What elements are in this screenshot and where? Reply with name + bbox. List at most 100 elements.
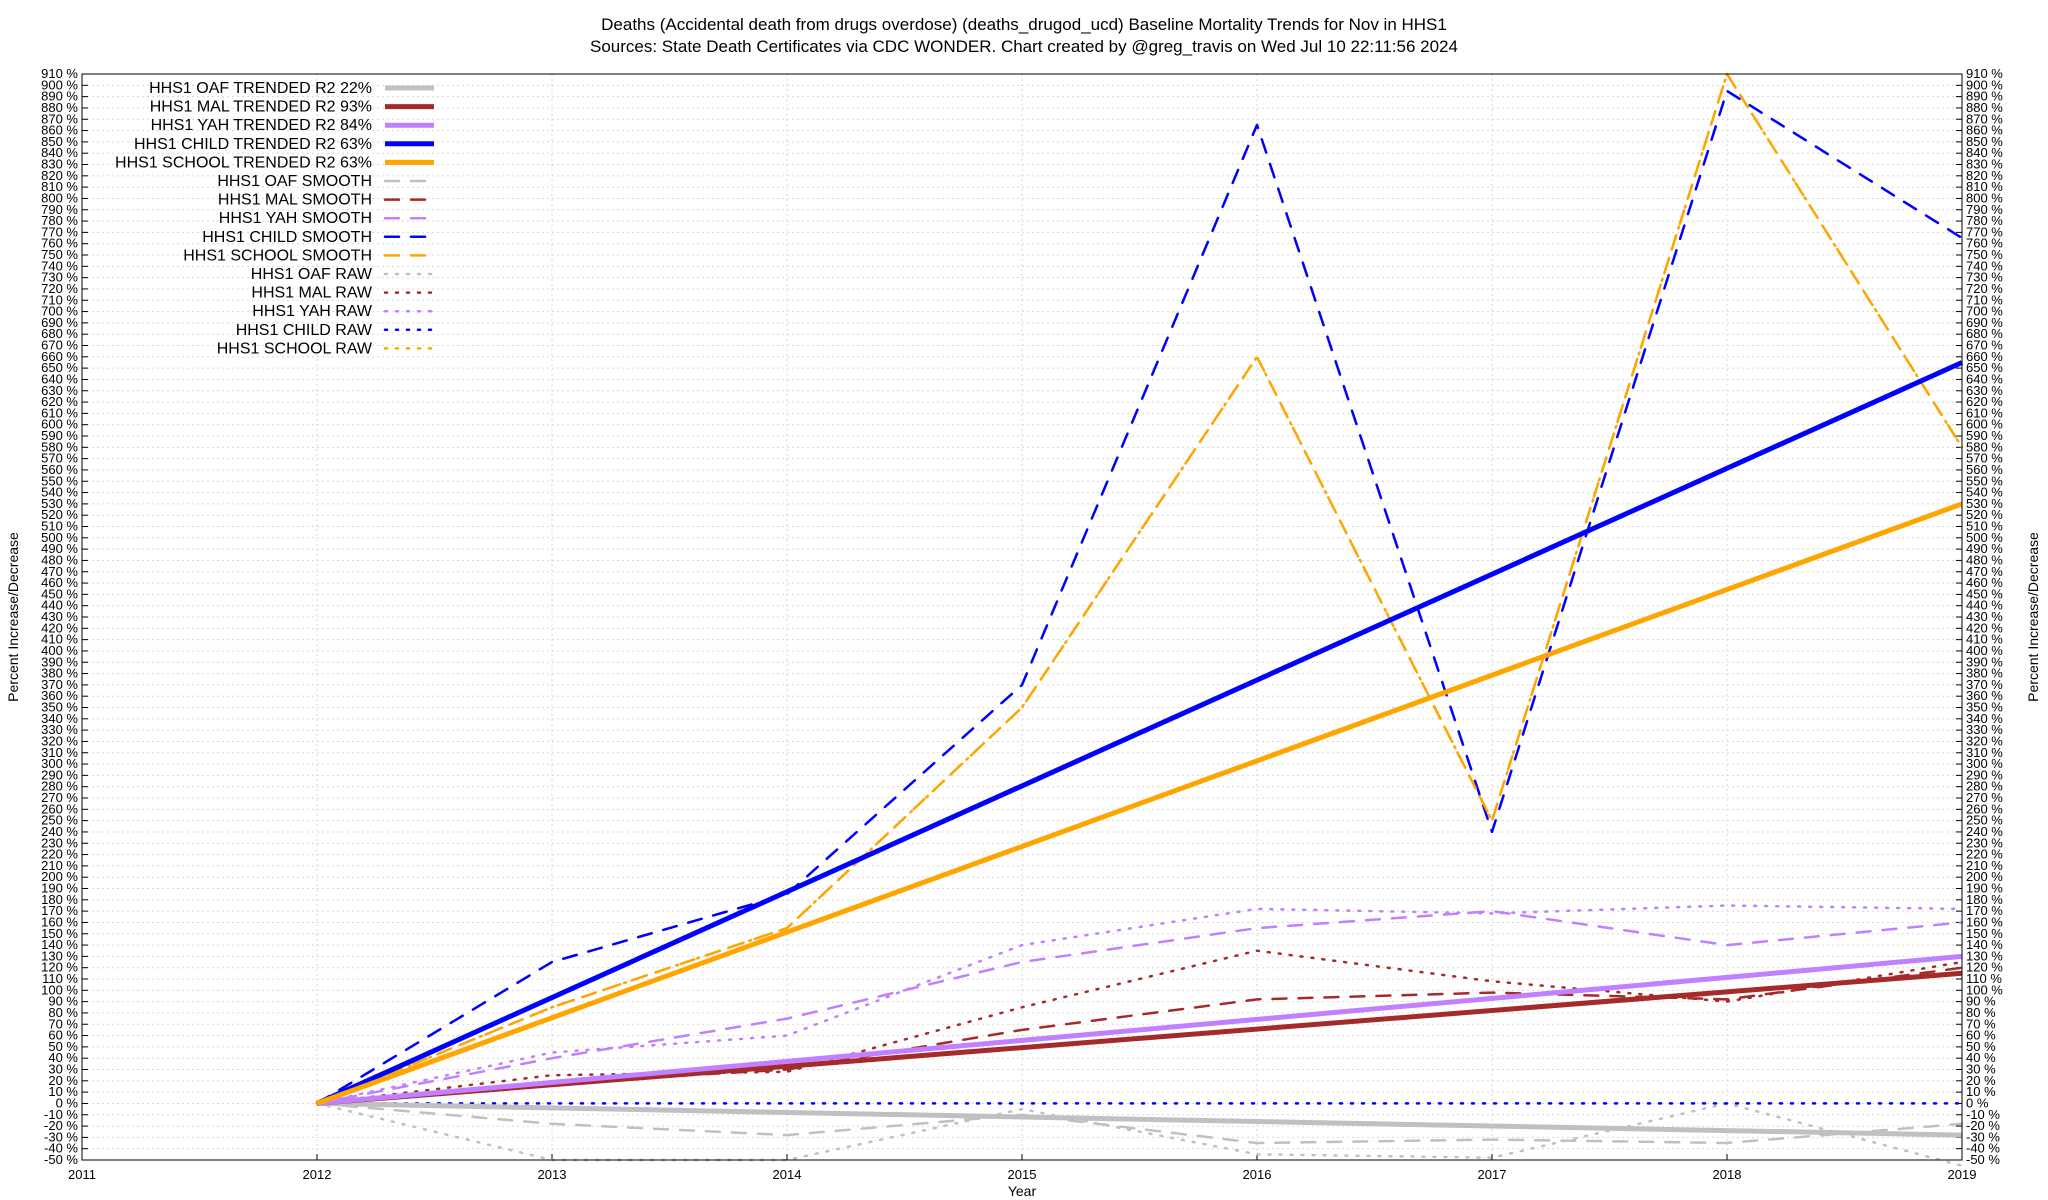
y-tick-label-right: 810 % xyxy=(1966,179,2003,194)
y-tick-label-right: 250 % xyxy=(1966,813,2003,828)
y-tick-label-right: 640 % xyxy=(1966,371,2003,386)
y-tick-label-left: 270 % xyxy=(41,790,78,805)
y-tick-label-left: 870 % xyxy=(41,111,78,126)
y-tick-label-right: 120 % xyxy=(1966,960,2003,975)
legend-label-hhs1-oaf-raw: HHS1 OAF RAW xyxy=(251,266,373,283)
y-tick-label-left: 520 % xyxy=(41,507,78,522)
y-tick-label-left: 650 % xyxy=(41,360,78,375)
series-line-hhs1-yah-trended-r2 xyxy=(316,953,1963,1106)
y-tick-label-left: 70 % xyxy=(48,1016,78,1031)
y-tick-label-right: 570 % xyxy=(1966,451,2003,466)
y-tick-label-left: 900 % xyxy=(41,77,78,92)
legend-label-hhs1-child-raw: HHS1 CHILD RAW xyxy=(236,322,373,339)
y-tick-label-left: 300 % xyxy=(41,756,78,771)
y-tick-label-right: 440 % xyxy=(1966,598,2003,613)
y-tick-label-right: 260 % xyxy=(1966,801,2003,816)
y-tick-label-left: 120 % xyxy=(41,960,78,975)
y-tick-label-right: 680 % xyxy=(1966,326,2003,341)
y-tick-label-left: 460 % xyxy=(41,575,78,590)
y-tick-label-right: 70 % xyxy=(1966,1016,1996,1031)
y-tick-label-right: 20 % xyxy=(1966,1073,1996,1088)
y-tick-label-right: 510 % xyxy=(1966,519,2003,534)
y-tick-label-right: 420 % xyxy=(1966,620,2003,635)
y-axis-label-right: Percent Increase/Decrease xyxy=(2025,532,2041,702)
y-tick-label-right: 480 % xyxy=(1966,552,2003,567)
y-tick-label-left: 730 % xyxy=(41,270,78,285)
legend-label-hhs1-oaf-trended-r2: HHS1 OAF TRENDED R2 22% xyxy=(149,80,372,97)
series-line-hhs1-yah-smooth xyxy=(315,909,1964,1105)
plot-frame xyxy=(81,73,1963,1161)
y-tick-label-right: 40 % xyxy=(1966,1050,1996,1065)
x-tick-label: 2017 xyxy=(1478,1167,1507,1182)
y-tick-label-left: 760 % xyxy=(41,236,78,251)
legend-label-hhs1-child-trended-r2: HHS1 CHILD TRENDED R2 63% xyxy=(134,136,372,153)
y-tick-label-left: 700 % xyxy=(41,304,78,319)
y-tick-label-right: 790 % xyxy=(1966,202,2003,217)
y-tick-label-right: 290 % xyxy=(1966,767,2003,782)
y-tick-label-left: 590 % xyxy=(41,428,78,443)
y-tick-label-left: 530 % xyxy=(41,496,78,511)
y-tick-label-right: 50 % xyxy=(1966,1039,1996,1054)
y-tick-label-right: 0 % xyxy=(1966,1095,1989,1110)
y-tick-label-left: 310 % xyxy=(41,745,78,760)
y-tick-label-right: 30 % xyxy=(1966,1062,1996,1077)
y-tick-label-right: 190 % xyxy=(1966,881,2003,896)
y-tick-label-right: 350 % xyxy=(1966,700,2003,715)
y-tick-label-right: 740 % xyxy=(1966,258,2003,273)
series-line-hhs1-school-smooth xyxy=(315,72,1964,1105)
y-tick-label-left: 80 % xyxy=(48,1005,78,1020)
y-tick-label-right: 450 % xyxy=(1966,586,2003,601)
legend-label-hhs1-mal-raw: HHS1 MAL RAW xyxy=(251,285,373,302)
y-tick-label-left: 410 % xyxy=(41,632,78,647)
y-tick-label-right: 390 % xyxy=(1966,654,2003,669)
y-tick-label-right: 240 % xyxy=(1966,824,2003,839)
y-tick-label-right: 890 % xyxy=(1966,89,2003,104)
y-tick-label-left: 560 % xyxy=(41,462,78,477)
y-tick-label-left: -50 % xyxy=(44,1152,78,1167)
y-tick-label-left: 240 % xyxy=(41,824,78,839)
y-tick-label-right: 770 % xyxy=(1966,224,2003,239)
y-tick-label-right: 620 % xyxy=(1966,394,2003,409)
x-tick-label: 2013 xyxy=(538,1167,567,1182)
legend-label-hhs1-yah-smooth: HHS1 YAH SMOOTH xyxy=(219,210,372,227)
y-tick-label-left: 710 % xyxy=(41,292,78,307)
y-tick-label-left: 360 % xyxy=(41,688,78,703)
y-tick-label-right: 860 % xyxy=(1966,123,2003,138)
y-tick-label-left: 280 % xyxy=(41,779,78,794)
y-tick-label-right: 850 % xyxy=(1966,134,2003,149)
y-tick-label-right: 430 % xyxy=(1966,609,2003,624)
y-tick-label-left: 720 % xyxy=(41,281,78,296)
y-tick-label-right: 100 % xyxy=(1966,982,2003,997)
y-axis-right: -50 %-40 %-30 %-20 %-10 %0 %10 %20 %30 %… xyxy=(1956,66,2003,1167)
x-tick-label: 2012 xyxy=(303,1167,332,1182)
y-tick-label-left: 260 % xyxy=(41,801,78,816)
y-tick-label-right: 800 % xyxy=(1966,190,2003,205)
series-line-hhs1-mal-trended-r2 xyxy=(316,970,1963,1106)
y-tick-label-left: 130 % xyxy=(41,948,78,963)
y-tick-label-right: 60 % xyxy=(1966,1028,1996,1043)
x-tick-label: 2015 xyxy=(1008,1167,1037,1182)
y-tick-label-left: 110 % xyxy=(42,971,78,986)
y-tick-label-left: 290 % xyxy=(41,767,78,782)
y-tick-label-right: 780 % xyxy=(1966,213,2003,228)
y-tick-label-right: 150 % xyxy=(1966,926,2003,941)
y-tick-label-left: 570 % xyxy=(41,451,78,466)
x-axis-label: Year xyxy=(1008,1183,1037,1199)
y-tick-label-right: 270 % xyxy=(1966,790,2003,805)
y-tick-label-left: 510 % xyxy=(41,519,78,534)
y-tick-label-left: 0 % xyxy=(56,1095,79,1110)
y-tick-label-left: 210 % xyxy=(41,858,78,873)
y-tick-label-right: 910 % xyxy=(1966,66,2003,81)
y-tick-label-left: 790 % xyxy=(41,202,78,217)
y-tick-label-right: 110 % xyxy=(1966,971,2002,986)
y-tick-label-left: 150 % xyxy=(41,926,78,941)
y-tick-label-right: 760 % xyxy=(1966,236,2003,251)
y-tick-label-left: 40 % xyxy=(48,1050,78,1065)
series-line-hhs1-oaf-raw xyxy=(315,1102,1964,1167)
y-tick-label-right: 460 % xyxy=(1966,575,2003,590)
y-tick-label-left: 380 % xyxy=(41,666,78,681)
y-tick-label-left: -20 % xyxy=(44,1118,78,1133)
y-tick-label-left: 400 % xyxy=(41,643,78,658)
y-tick-label-left: 480 % xyxy=(41,552,78,567)
legend-label-hhs1-yah-trended-r2: HHS1 YAH TRENDED R2 84% xyxy=(151,117,372,134)
